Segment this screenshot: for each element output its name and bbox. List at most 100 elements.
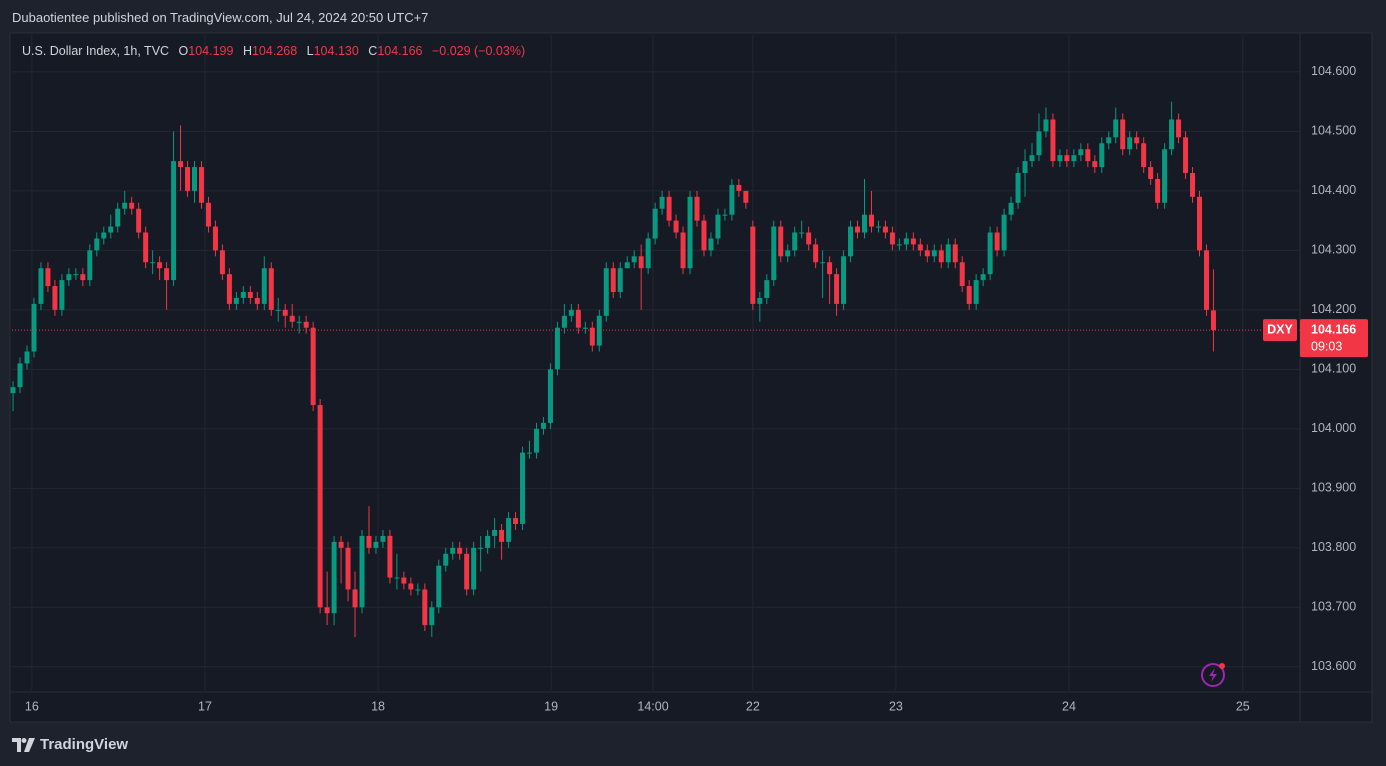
candle-body	[122, 202, 128, 209]
candle-body	[792, 232, 798, 251]
symbol-tag	[1263, 319, 1297, 342]
x-tick-label: 22	[746, 699, 760, 713]
candle-body	[45, 268, 51, 287]
candle-body	[1050, 119, 1056, 162]
candle-body	[331, 541, 337, 614]
candle-body	[429, 607, 435, 626]
candle-body	[261, 268, 267, 304]
brand: TradingView	[12, 736, 128, 753]
candle-body	[499, 529, 505, 542]
candle-body	[1092, 161, 1098, 168]
candle-body	[1015, 173, 1021, 203]
candle-body	[171, 161, 177, 281]
candle-body	[561, 315, 567, 328]
y-tick-label: 103.600	[1311, 659, 1356, 673]
candle-body	[750, 226, 756, 304]
candle-body	[575, 309, 581, 328]
candle-body	[415, 589, 421, 591]
ohlc-value: 104.268	[251, 44, 298, 58]
candle-body	[192, 167, 198, 191]
alert-circle[interactable]	[1201, 663, 1225, 687]
candle-body	[652, 208, 658, 239]
candle-body	[157, 262, 163, 269]
ohlc-value: 104.130	[313, 44, 359, 58]
candle-body	[101, 232, 107, 239]
candle-body	[59, 280, 65, 310]
y-tick-label: 104.600	[1311, 64, 1356, 78]
candle-body	[359, 535, 365, 608]
candle-body	[254, 297, 260, 304]
candle-body	[868, 214, 874, 227]
candle-body	[882, 226, 888, 233]
candle-body	[987, 232, 993, 275]
alert-bolt[interactable]	[1209, 668, 1217, 682]
ohlc-key: H	[242, 44, 252, 58]
candle-body	[268, 268, 274, 310]
candle-body	[638, 256, 644, 269]
candle-body	[554, 327, 560, 370]
candle-body	[212, 226, 218, 251]
candle-body	[366, 535, 372, 548]
candle-body	[387, 535, 393, 578]
candle-body	[1141, 143, 1147, 168]
countdown-label: 09:03	[1311, 339, 1342, 353]
candle-body	[1008, 202, 1014, 215]
candle-body	[485, 535, 491, 548]
candle-body	[673, 220, 679, 233]
grid	[12, 35, 1300, 690]
candle-body	[624, 262, 630, 269]
candle-body	[150, 262, 156, 264]
candle-body	[52, 286, 58, 310]
price-tag	[1300, 319, 1368, 358]
candle-body	[513, 518, 519, 525]
candle-body	[757, 297, 763, 304]
candle-body	[980, 274, 986, 281]
candle-body	[722, 214, 728, 216]
candle-body	[1120, 119, 1126, 150]
x-tick-label: 17	[198, 699, 212, 713]
legend: U.S. Dollar Index, 1h, TVC O104.199 H104…	[22, 44, 525, 58]
candle-body	[827, 262, 833, 275]
candle-body	[785, 250, 791, 257]
candle-body	[931, 250, 937, 257]
candle-body	[841, 256, 847, 304]
alert-icon[interactable]	[1201, 663, 1225, 687]
candle-body	[520, 452, 526, 525]
candle-body	[289, 315, 295, 322]
candle-body	[164, 268, 170, 281]
candle-body	[1176, 119, 1182, 138]
candle-body	[687, 196, 693, 269]
candle-body	[1078, 149, 1084, 156]
candle-body	[136, 208, 142, 233]
y-tick-label: 103.800	[1311, 540, 1356, 554]
y-tick-label: 104.200	[1311, 302, 1356, 316]
candle-body	[862, 214, 868, 233]
candle-body	[352, 589, 358, 608]
candle-body	[582, 327, 588, 329]
candle-body	[1127, 137, 1133, 150]
candle-body	[1134, 137, 1140, 144]
candle-body	[945, 244, 951, 263]
candle-body	[729, 184, 735, 215]
candle-body	[80, 274, 86, 281]
candle-body	[1113, 119, 1119, 138]
candle-body	[994, 232, 1000, 251]
candle-body	[799, 232, 805, 234]
brand-name: TradingView	[40, 736, 129, 753]
candle-body	[436, 565, 442, 608]
candle-body	[94, 238, 100, 251]
y-tick-label: 104.300	[1311, 243, 1356, 257]
candle-body	[540, 422, 546, 429]
candle-body	[617, 268, 623, 293]
candle-body	[345, 547, 351, 590]
candle-body	[17, 363, 23, 388]
y-tick-label: 104.100	[1311, 362, 1356, 376]
change: −0.029 (−0.03%)	[431, 44, 526, 58]
candle-body	[317, 405, 323, 608]
ohlc-key: C	[368, 44, 378, 58]
candle-body	[1029, 155, 1035, 162]
candle-body	[645, 238, 651, 269]
candle-body	[778, 226, 784, 257]
